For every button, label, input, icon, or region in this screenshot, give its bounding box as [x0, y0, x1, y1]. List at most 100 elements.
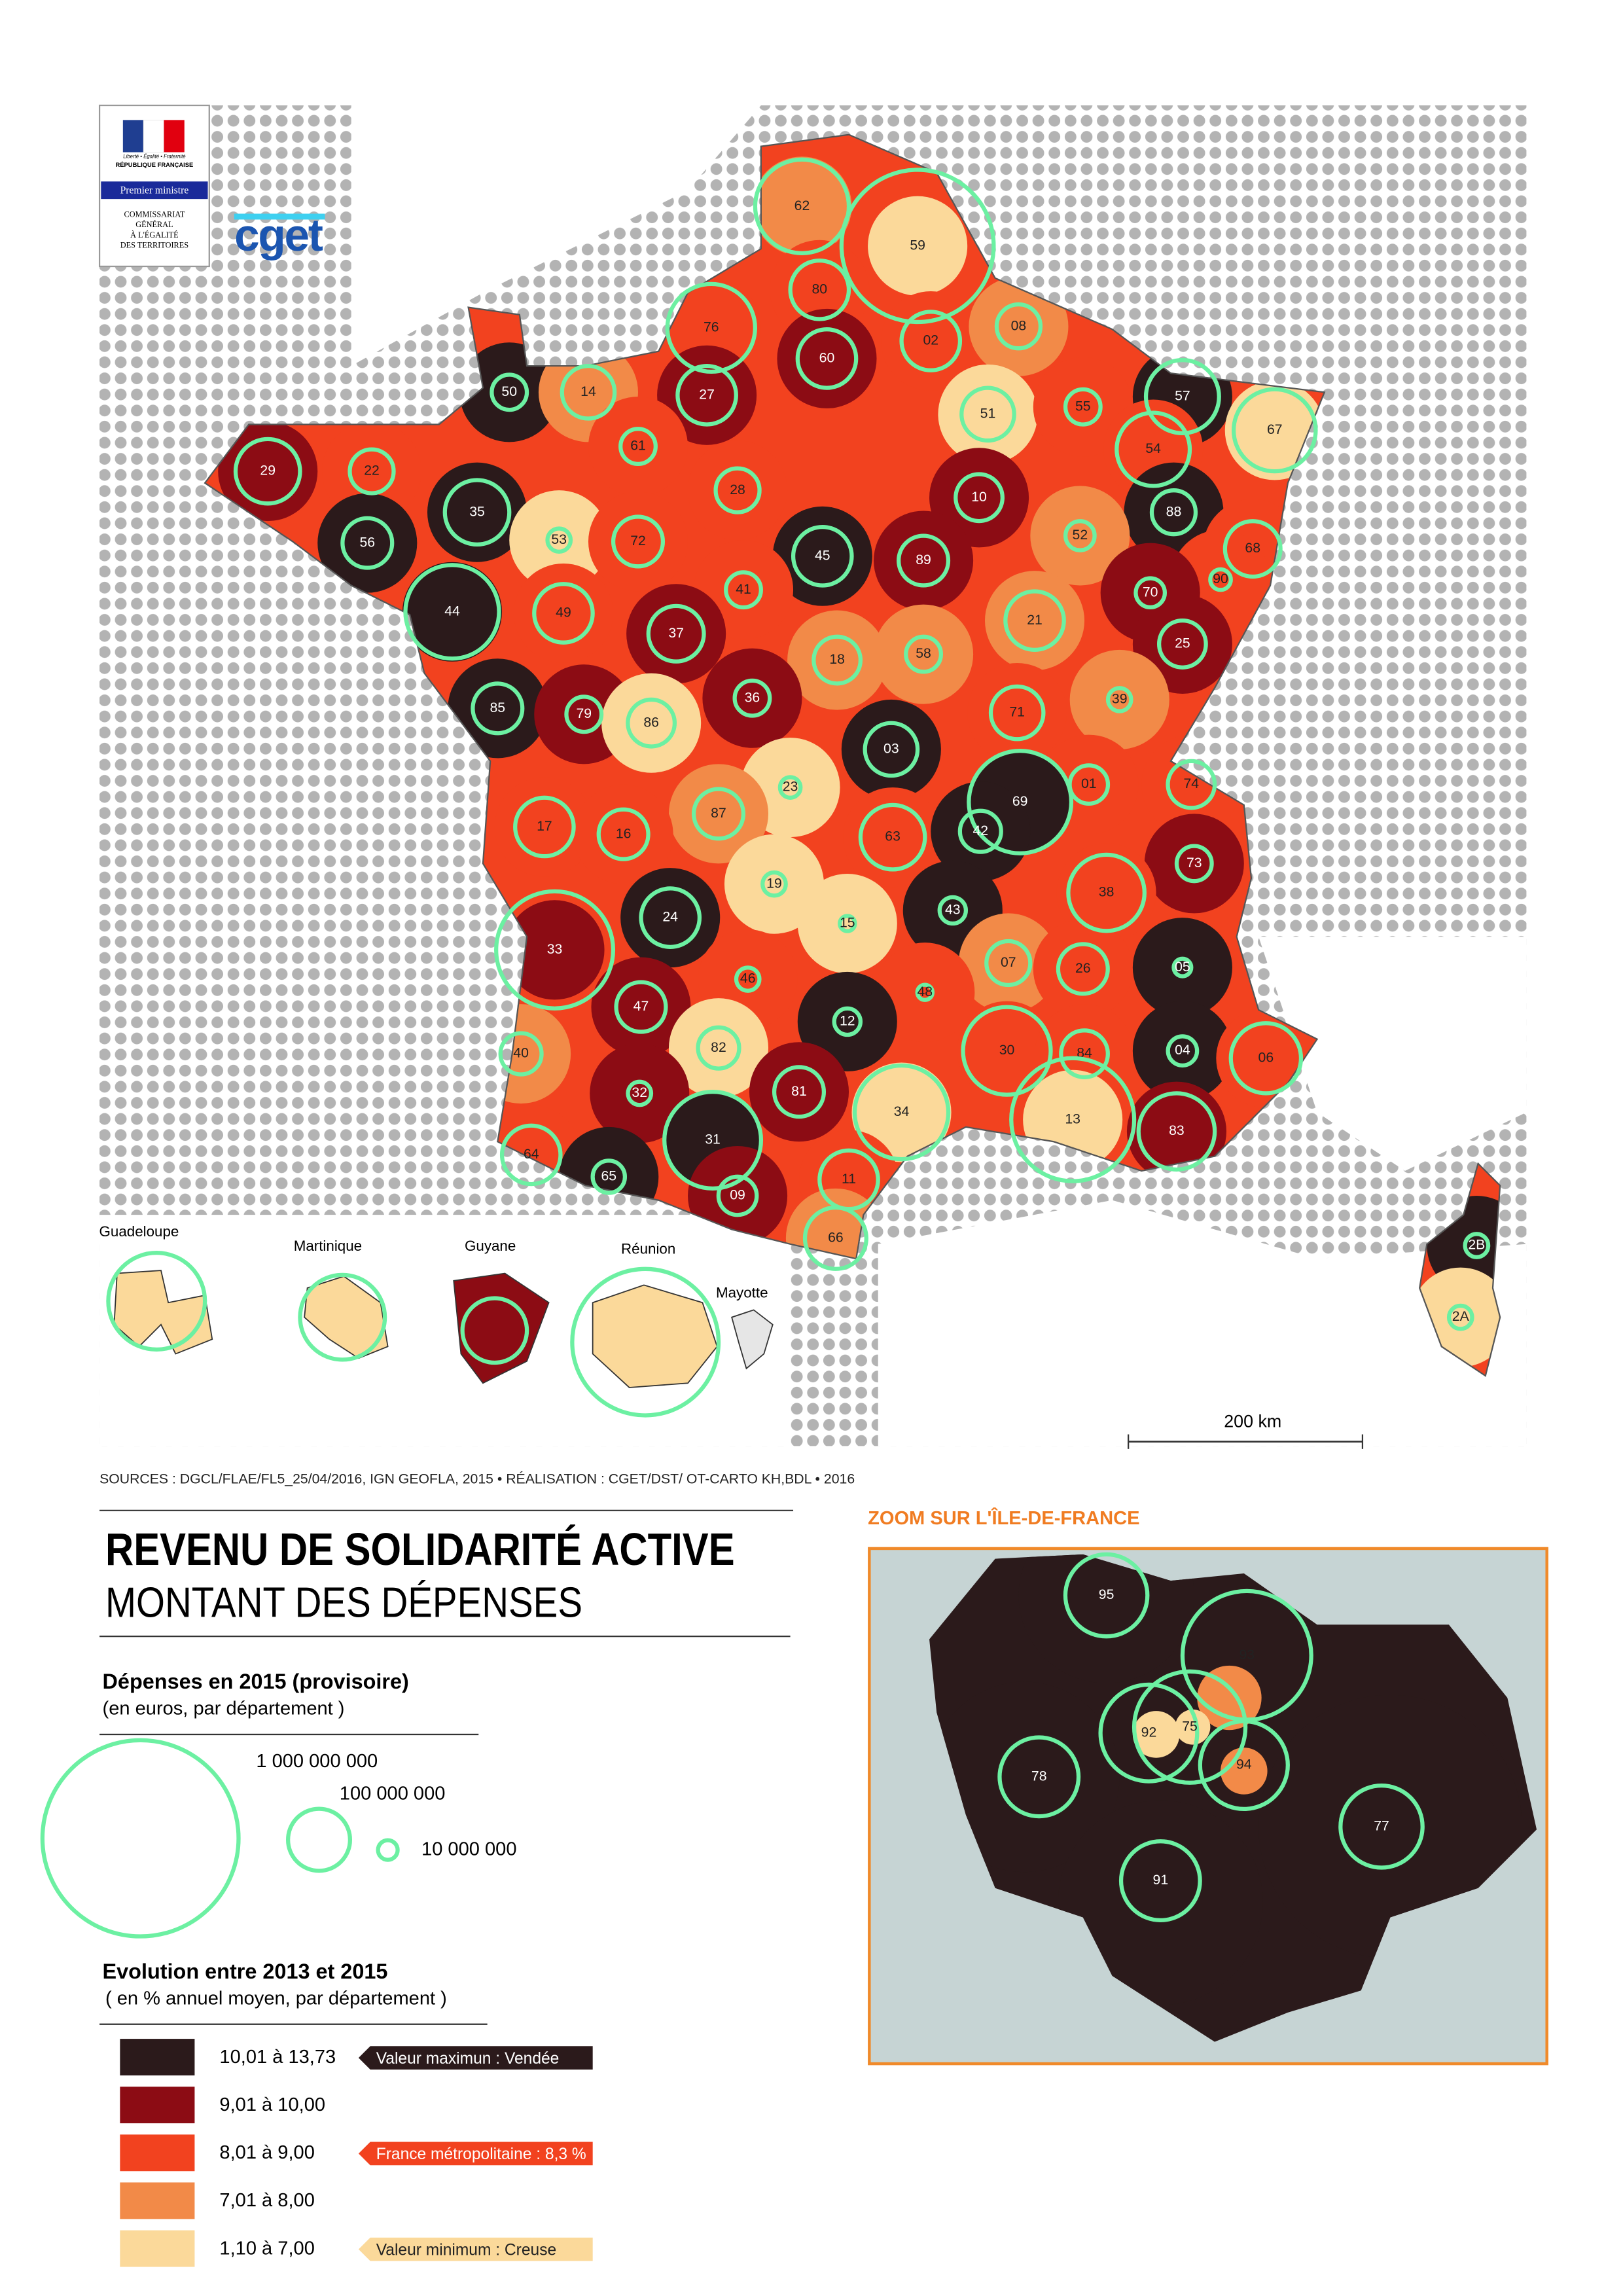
spending-circle	[1105, 686, 1133, 713]
spending-circle	[626, 1079, 654, 1107]
department-area	[787, 610, 887, 710]
spending-circle	[1063, 387, 1103, 427]
agency: COMMISSARIAT	[124, 210, 185, 219]
department-area	[588, 397, 688, 497]
department-code: 14	[580, 384, 596, 399]
department-code: 95	[1099, 1587, 1115, 1602]
legend-subtitle: ( en % annuel moyen, par département )	[105, 1988, 447, 2009]
logo: Liberté • Égalité • Fraternité RÉPUBLIQU…	[98, 104, 325, 268]
spending-circle	[498, 1031, 544, 1077]
department-area	[772, 506, 872, 606]
department-code: 45	[815, 547, 830, 563]
spending-circle	[106, 1251, 207, 1352]
department-area	[749, 1042, 849, 1142]
department-code: 60	[819, 350, 835, 365]
department-code: 39	[1112, 691, 1128, 707]
spending-circle	[984, 939, 1033, 988]
department-code: 88	[1166, 503, 1182, 519]
spending-circle	[915, 982, 935, 1002]
department-code: 65	[601, 1168, 616, 1184]
department-area	[777, 308, 877, 408]
department-code: 50	[501, 384, 517, 399]
department-code: 08	[1011, 317, 1027, 333]
department-code: 30	[999, 1042, 1015, 1058]
spending-circle	[1174, 844, 1214, 884]
department-area	[1221, 1748, 1268, 1795]
class-swatch	[120, 2230, 195, 2267]
spending-circle	[713, 466, 762, 514]
spending-circle	[611, 514, 666, 569]
spending-circle	[772, 1065, 827, 1119]
spending-circle	[545, 526, 573, 554]
department-area	[588, 492, 688, 592]
size-legend-label: 100 000 000	[340, 1783, 446, 1804]
department-area	[1132, 1711, 1180, 1758]
department-code: 55	[1075, 398, 1091, 414]
spending-circle	[348, 447, 396, 495]
department-area	[513, 563, 613, 664]
spending-circle	[967, 749, 1074, 855]
territory-name: Martinique	[294, 1238, 362, 1254]
spending-circle	[753, 157, 851, 255]
department-code: 06	[1258, 1049, 1274, 1065]
department-code: 31	[705, 1132, 721, 1147]
spending-circle	[1338, 1784, 1425, 1870]
department-code: 35	[469, 503, 485, 519]
spending-circle	[1231, 387, 1318, 474]
class-label: 9,01 à 10,00	[219, 2094, 325, 2115]
department-code: 61	[630, 438, 646, 454]
department-code: 77	[1374, 1818, 1389, 1833]
department-code: 68	[1245, 540, 1260, 556]
spending-circle	[618, 427, 658, 466]
department-area	[1175, 1709, 1211, 1745]
spending-circle	[961, 1005, 1053, 1097]
spending-circle	[997, 1735, 1081, 1819]
spending-circle	[1156, 619, 1208, 670]
department-code: 51	[980, 405, 996, 421]
spending-circle	[1463, 1232, 1491, 1259]
spending-circle	[1098, 1682, 1200, 1784]
territory	[592, 1284, 718, 1388]
spending-circle	[838, 914, 857, 933]
spending-circle	[1171, 956, 1194, 978]
spending-circle	[696, 1025, 741, 1071]
annotation-text: France métropolitaine : 8,3 %	[376, 2145, 586, 2163]
spending-circle	[1133, 576, 1168, 610]
department-code: 28	[730, 482, 745, 497]
territory-name: Mayotte	[716, 1285, 768, 1301]
department-code: 10	[971, 489, 987, 505]
department-code: 42	[972, 823, 988, 838]
department-code: 72	[630, 533, 646, 548]
department-code: 64	[524, 1146, 539, 1162]
territory	[731, 1309, 774, 1370]
spending-circle	[852, 1063, 951, 1162]
department-code: 66	[828, 1229, 844, 1245]
department-area	[868, 196, 968, 296]
spending-circle	[1003, 589, 1066, 652]
legend-title: Evolution entre 2013 et 2015	[103, 1960, 388, 1983]
annotation-text: Valeur minimum : Creuse	[376, 2241, 556, 2259]
spending-circle	[460, 1296, 529, 1365]
class-label: 10,01 à 13,73	[219, 2047, 336, 2068]
spending-circle	[732, 678, 772, 718]
agency: À L'ÉGALITÉ	[130, 230, 179, 240]
department-code: 26	[1075, 960, 1091, 976]
department-area	[620, 868, 721, 968]
spending-circle	[734, 965, 762, 993]
spending-circle	[863, 721, 920, 778]
annotation-tag	[358, 2046, 593, 2070]
department-area	[967, 663, 1067, 763]
class-swatch	[120, 2182, 195, 2219]
department-area	[1144, 814, 1244, 914]
class-swatch	[120, 2134, 195, 2172]
zoom-title: ZOOM SUR L'ÎLE-DE-FRANCE	[868, 1507, 1139, 1529]
spending-circle	[1115, 410, 1192, 488]
department-area	[752, 156, 852, 257]
spending-circle	[1208, 567, 1233, 592]
department-code: 86	[643, 714, 659, 730]
spending-circle	[959, 386, 1016, 443]
department-code: 01	[1081, 776, 1097, 791]
department-code: 47	[633, 998, 649, 1014]
size-legend-label: 10 000 000	[421, 1839, 516, 1859]
spending-circle	[513, 795, 576, 859]
